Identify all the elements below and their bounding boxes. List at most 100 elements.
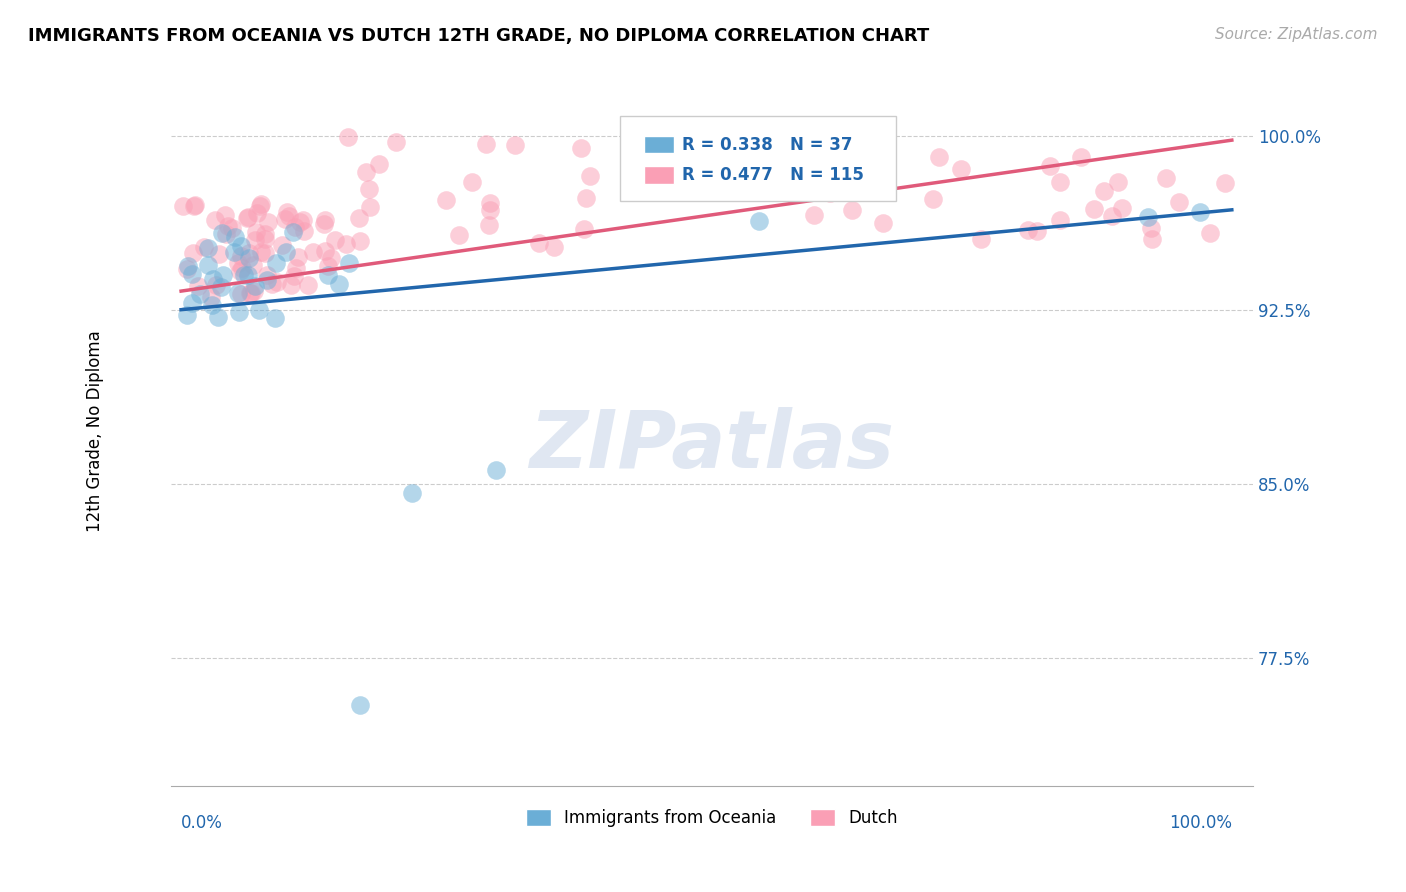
Point bbox=[436, 193, 458, 207]
Point bbox=[183, 246, 205, 260]
Point bbox=[569, 140, 592, 154]
Point bbox=[284, 260, 307, 275]
Point bbox=[328, 277, 350, 292]
Point bbox=[1017, 223, 1039, 237]
Point bbox=[270, 238, 292, 252]
Point bbox=[197, 258, 219, 272]
Point bbox=[855, 134, 877, 148]
Point bbox=[215, 227, 238, 241]
Point bbox=[1156, 170, 1178, 185]
Point bbox=[1101, 209, 1123, 223]
Point bbox=[928, 150, 950, 164]
Point bbox=[266, 275, 288, 289]
Point bbox=[201, 298, 224, 312]
Text: 12th Grade, No Diploma: 12th Grade, No Diploma bbox=[86, 331, 104, 533]
Point bbox=[485, 463, 508, 477]
Point bbox=[1167, 195, 1189, 210]
Point bbox=[188, 287, 211, 301]
Point bbox=[316, 260, 339, 274]
Point bbox=[228, 285, 250, 300]
Point bbox=[276, 204, 298, 219]
Point bbox=[1198, 226, 1220, 240]
Point bbox=[479, 196, 502, 211]
Point bbox=[250, 197, 273, 211]
Point bbox=[367, 157, 389, 171]
Text: 0.0%: 0.0% bbox=[181, 814, 224, 831]
Point bbox=[284, 220, 307, 235]
Point bbox=[478, 218, 501, 232]
Point bbox=[243, 233, 266, 247]
Point bbox=[229, 287, 252, 301]
Point bbox=[1136, 210, 1159, 224]
Point bbox=[212, 268, 235, 282]
Point bbox=[222, 244, 245, 259]
Point bbox=[1213, 176, 1236, 190]
Point bbox=[184, 198, 207, 212]
Point bbox=[575, 191, 598, 205]
Point bbox=[224, 229, 246, 244]
Point bbox=[211, 226, 233, 240]
Point bbox=[221, 221, 243, 235]
Point bbox=[291, 213, 314, 227]
Point bbox=[748, 214, 770, 228]
Point bbox=[323, 233, 346, 247]
Point bbox=[217, 219, 239, 233]
Point bbox=[461, 175, 484, 189]
Point bbox=[921, 192, 943, 206]
Point bbox=[236, 268, 259, 283]
Point bbox=[226, 256, 249, 270]
Point bbox=[228, 305, 250, 319]
Point bbox=[543, 240, 565, 254]
Point bbox=[796, 167, 818, 181]
Point bbox=[314, 217, 336, 231]
Point bbox=[245, 225, 267, 239]
Point bbox=[319, 251, 342, 265]
Point bbox=[288, 215, 311, 229]
Text: R = 0.338   N = 37: R = 0.338 N = 37 bbox=[682, 136, 853, 153]
Point bbox=[401, 486, 423, 500]
Text: Source: ZipAtlas.com: Source: ZipAtlas.com bbox=[1215, 27, 1378, 42]
Point bbox=[172, 199, 194, 213]
Point bbox=[249, 302, 271, 317]
FancyBboxPatch shape bbox=[644, 166, 673, 184]
Point bbox=[233, 268, 256, 282]
Point bbox=[478, 203, 501, 218]
Point bbox=[384, 135, 406, 149]
Point bbox=[209, 280, 232, 294]
Point bbox=[337, 129, 360, 144]
Point bbox=[503, 137, 526, 152]
Point bbox=[314, 244, 336, 258]
Point bbox=[183, 199, 205, 213]
Point bbox=[277, 209, 299, 223]
Point bbox=[207, 310, 229, 324]
Point bbox=[335, 237, 357, 252]
Point bbox=[204, 213, 226, 227]
Point bbox=[316, 268, 339, 282]
Point bbox=[186, 278, 208, 293]
Point bbox=[253, 246, 276, 260]
Point bbox=[1049, 212, 1071, 227]
Point bbox=[354, 165, 377, 179]
Point bbox=[257, 215, 280, 229]
Point bbox=[176, 308, 198, 322]
Point bbox=[709, 169, 731, 183]
Point bbox=[1049, 176, 1071, 190]
Point bbox=[236, 211, 259, 225]
Point bbox=[349, 698, 371, 712]
Point bbox=[527, 236, 550, 251]
Point bbox=[256, 273, 278, 287]
Point bbox=[297, 278, 319, 293]
Point bbox=[240, 285, 263, 300]
Point bbox=[238, 285, 260, 300]
Point bbox=[1070, 150, 1092, 164]
Point bbox=[238, 251, 260, 265]
Point bbox=[274, 211, 297, 226]
Point bbox=[349, 211, 371, 226]
Point bbox=[242, 258, 264, 272]
Point bbox=[177, 260, 200, 274]
Point bbox=[264, 256, 287, 270]
Point bbox=[1140, 232, 1163, 246]
Point bbox=[1111, 201, 1133, 215]
Point bbox=[229, 249, 252, 263]
Point bbox=[302, 244, 325, 259]
